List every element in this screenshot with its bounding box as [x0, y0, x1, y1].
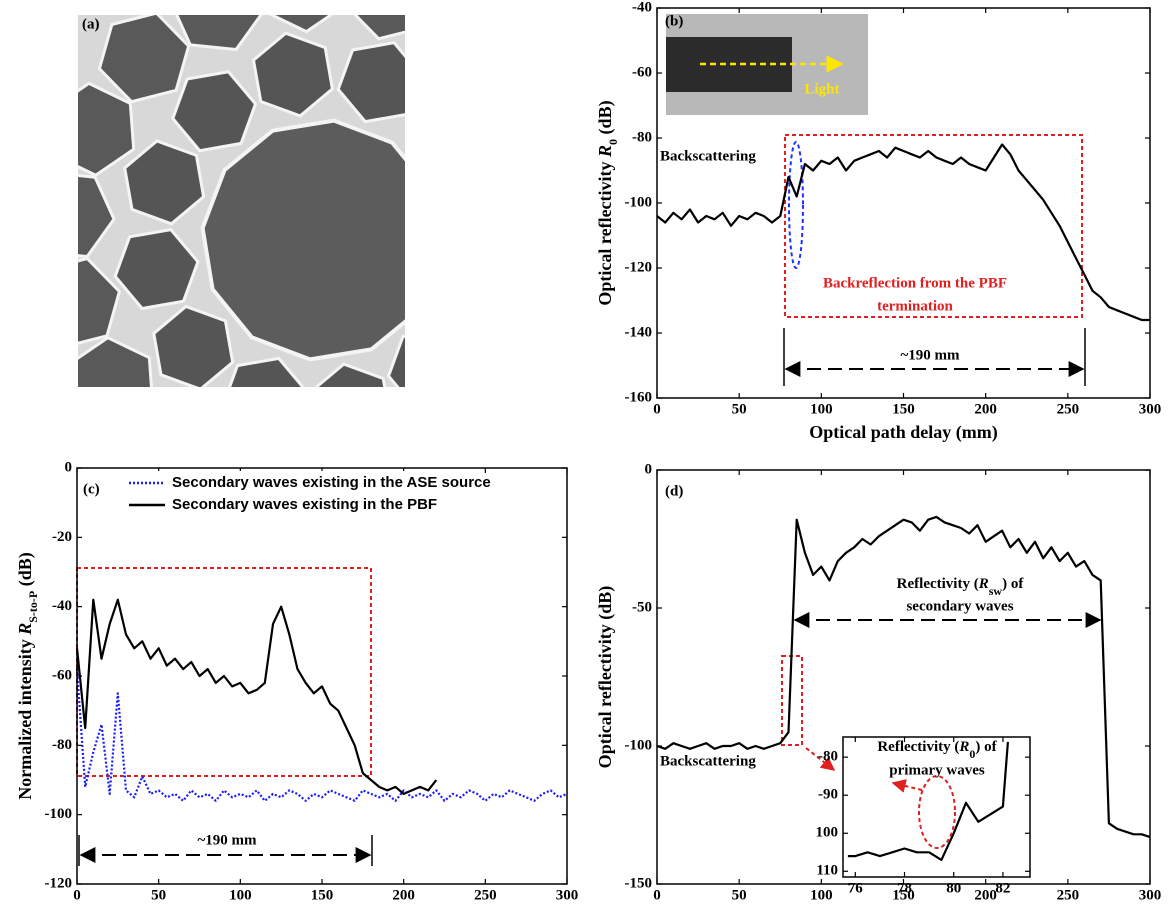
data-line	[657, 145, 1150, 321]
y-tick-label: -100	[625, 737, 653, 753]
highlight-ellipse	[789, 142, 803, 268]
x-tick-label: 150	[311, 887, 334, 903]
figure: (a) 0 50 100 150 200 250 300 -160 -140 -120 -100 -80…	[0, 0, 1172, 906]
x-tick-label: 250	[1057, 887, 1080, 903]
x-tick-label: 0	[653, 401, 661, 417]
annotation: Light	[804, 81, 839, 97]
x-tick-label: 0	[73, 887, 81, 903]
cladding-cell	[446, 172, 529, 251]
x-tick-label: 50	[732, 401, 747, 417]
annotation: Backscattering	[660, 148, 756, 164]
text-part: Reflectivity (	[877, 739, 959, 755]
legend-label: Secondary waves existing in the ASE sour…	[172, 474, 491, 491]
annotation: termination	[877, 298, 953, 314]
y-axis-label: Normalized intensity RS-to-P (dB)	[15, 552, 40, 800]
x-tick-label: 200	[974, 887, 997, 903]
x-tick-label: 100	[810, 401, 833, 417]
plot-frame	[77, 468, 567, 884]
y-tick-label: -120	[45, 875, 73, 891]
x-tick-label: 200	[974, 401, 997, 417]
text-part: S-to-P	[26, 591, 40, 623]
x-tick-label: 50	[732, 887, 747, 903]
y-tick-label: -100	[625, 194, 653, 210]
text-part: R	[958, 739, 969, 755]
text-part: Optical reflectivity	[595, 157, 615, 306]
y-tick-label: -100	[45, 806, 73, 822]
y-tick-label: -80	[632, 129, 652, 145]
core-cell	[203, 121, 442, 360]
y-tick-label: -150	[625, 875, 653, 891]
x-tick-label: 50	[151, 887, 166, 903]
cladding-cell	[440, 256, 519, 339]
x-tick-label: 200	[392, 887, 415, 903]
cladding-cell	[510, 305, 593, 397]
y-tick-label: 100	[816, 825, 839, 841]
text-part: sw	[989, 584, 1003, 598]
y-tick-label: -160	[625, 389, 653, 405]
y-tick-label: -40	[52, 598, 72, 614]
y-tick-label: 110	[816, 863, 838, 879]
cladding-cell	[455, 378, 544, 467]
x-axis-label: Optical path delay (mm)	[809, 422, 998, 443]
x-tick-label: 76	[848, 880, 864, 896]
x-tick-label: 0	[653, 887, 661, 903]
x-tick-label: 300	[556, 887, 579, 903]
annotation: primary waves	[889, 762, 985, 778]
y-tick-label: -40	[632, 0, 652, 15]
y-tick-label: -20	[52, 529, 72, 545]
sem-image	[23, 0, 622, 540]
text-part: (dB)	[595, 100, 616, 139]
text-part: R	[595, 145, 615, 158]
annotation: Backreflection from the PBF	[823, 275, 1007, 291]
annotation: ~190 mm	[197, 832, 257, 848]
annotation: Reflectivity (Rsw) of	[897, 576, 1025, 597]
y-axis-label: Optical reflectivity (dB)	[595, 586, 616, 769]
y-tick-label: 0	[645, 461, 653, 477]
y-tick-label: -60	[632, 64, 652, 80]
annotation: ~190 mm	[900, 347, 960, 363]
y-tick-label: -80	[52, 737, 72, 753]
y-tick-label: -140	[625, 324, 653, 340]
y-tick-label: -50	[632, 599, 652, 615]
x-tick-label: 82	[995, 880, 1010, 896]
inset-photo	[666, 14, 868, 115]
text-part: ) of	[1002, 576, 1024, 592]
annotation: (d)	[665, 483, 683, 499]
x-tick-label: 150	[892, 401, 915, 417]
annotation: secondary waves	[906, 598, 1013, 614]
y-tick-label: 0	[65, 459, 73, 475]
x-tick-label: 100	[810, 887, 833, 903]
x-tick-label: 100	[229, 887, 252, 903]
x-tick-label: 78	[897, 880, 912, 896]
y-tick-label: -90	[818, 787, 838, 803]
y-tick-label: -120	[625, 259, 653, 275]
x-tick-label: 80	[946, 880, 961, 896]
annotation: (a)	[82, 16, 100, 32]
text-part: Normalized intensity	[15, 635, 35, 800]
data-line	[77, 600, 436, 794]
annotation: (b)	[665, 13, 683, 29]
y-tick-label: -80	[818, 749, 838, 765]
cladding-cell	[411, 91, 490, 174]
text-part: (dB)	[15, 552, 36, 591]
cladding-cell	[389, 329, 472, 408]
y-axis-label: Optical reflectivity R0 (dB)	[595, 100, 620, 305]
text-part: R	[15, 623, 35, 636]
annotation: (c)	[83, 481, 100, 497]
y-tick-label: -60	[52, 667, 72, 683]
x-tick-label: 300	[1139, 401, 1162, 417]
text-part: ) of	[975, 739, 997, 755]
text-part: R	[978, 576, 989, 592]
x-tick-label: 300	[1139, 887, 1162, 903]
x-tick-label: 250	[474, 887, 497, 903]
page: {"chart_data": [ {"type": "image", "anno…	[0, 0, 1172, 906]
cladding-cell	[425, 0, 517, 75]
annotation: Backscattering	[660, 753, 756, 769]
x-tick-label: 250	[1057, 401, 1080, 417]
text-part: Reflectivity (	[897, 576, 979, 592]
legend-label: Secondary waves existing in the PBF	[172, 496, 437, 513]
cladding-cell	[491, 51, 574, 143]
